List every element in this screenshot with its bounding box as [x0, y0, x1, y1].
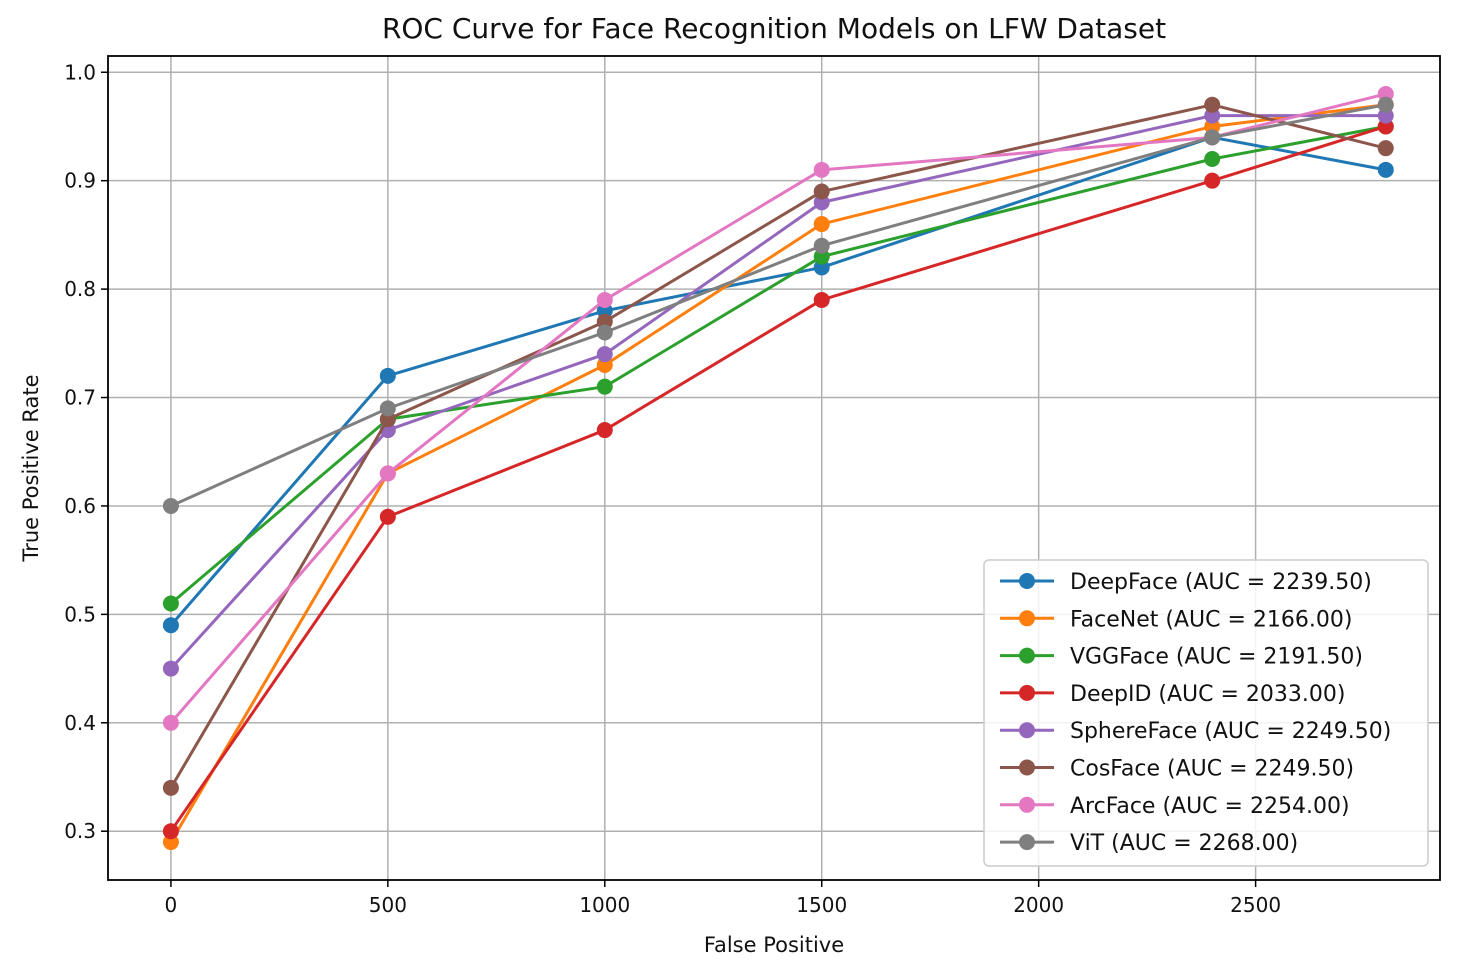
data-point [596, 422, 613, 439]
data-point [1377, 140, 1394, 157]
legend-marker [1019, 759, 1035, 776]
legend-label: FaceNet (AUC = 2166.00) [1070, 607, 1352, 632]
data-point [162, 595, 179, 612]
legend-label: ArcFace (AUC = 2254.00) [1070, 794, 1350, 819]
y-tick-label: 0.8 [64, 277, 96, 301]
series-line [169, 114, 1386, 670]
legend-label: DeepID (AUC = 2033.00) [1070, 682, 1345, 707]
x-tick-label: 1000 [579, 893, 630, 917]
legend-item: CosFace (AUC = 2249.50) [1000, 757, 1354, 782]
legend-item: SphereFace (AUC = 2249.50) [1000, 719, 1391, 744]
series-line [169, 135, 1387, 627]
legend-label: ViT (AUC = 2268.00) [1070, 831, 1298, 856]
data-point [379, 508, 396, 525]
data-point [162, 660, 179, 677]
data-point [596, 378, 613, 395]
x-axis-label: False Positive [704, 933, 844, 957]
data-point [379, 465, 396, 482]
legend-marker [1019, 796, 1035, 813]
series-vggface [162, 118, 1394, 612]
data-point [813, 161, 830, 178]
legend-marker [1019, 684, 1035, 701]
data-point [162, 497, 179, 514]
series-layer [162, 85, 1394, 851]
series-line [169, 125, 1387, 833]
legend-label: CosFace (AUC = 2249.50) [1070, 757, 1354, 782]
data-point [813, 183, 830, 200]
chart-title: ROC Curve for Face Recognition Models on… [382, 12, 1166, 45]
legend-frame [983, 559, 1429, 867]
legend: DeepFace (AUC = 2239.50) FaceNet (AUC = 2… [983, 559, 1429, 867]
series-vit [162, 96, 1394, 514]
y-axis-label: True Positive Rate [19, 374, 43, 562]
x-tick-label: 1500 [796, 893, 847, 917]
legend-label: DeepFace (AUC = 2239.50) [1070, 570, 1372, 595]
legend-label: SphereFace (AUC = 2249.50) [1070, 719, 1391, 744]
y-tick-label: 0.7 [64, 386, 96, 410]
legend-marker [1019, 647, 1035, 664]
y-tick-label: 1.0 [64, 60, 96, 84]
legend-item: VGGFace (AUC = 2191.50) [1000, 645, 1363, 670]
legend-label: VGGFace (AUC = 2191.50) [1070, 645, 1363, 670]
data-point [1377, 96, 1394, 113]
x-tick-label: 2000 [1013, 893, 1064, 917]
legend-item: FaceNet (AUC = 2166.00) [1000, 607, 1352, 632]
series-line [169, 103, 1387, 789]
x-tick-label: 2500 [1230, 893, 1281, 917]
data-point [162, 779, 179, 796]
axis-ticks: 0 500 1000 1500 2000 2500 0.3 0.4 0.5 0.6 0.7 0.8 0.… [64, 60, 1281, 917]
x-tick-label: 0 [165, 893, 178, 917]
legend-item: ViT (AUC = 2268.00) [1000, 831, 1298, 856]
y-tick-label: 0.9 [64, 169, 96, 193]
series-line [169, 124, 1387, 605]
data-point [596, 324, 613, 341]
legend-item: DeepID (AUC = 2033.00) [1000, 682, 1345, 707]
y-tick-label: 0.5 [64, 602, 96, 626]
data-point [379, 367, 396, 384]
data-point [813, 291, 830, 308]
data-point [1377, 161, 1394, 178]
data-point [379, 400, 396, 417]
data-point [596, 346, 613, 363]
data-point [162, 617, 179, 634]
legend-marker [1019, 573, 1035, 589]
data-point [162, 823, 179, 840]
legend-marker [1019, 834, 1035, 851]
x-tick-label: 500 [369, 893, 407, 917]
series-line [169, 103, 1386, 843]
data-point [1204, 96, 1221, 113]
data-point [813, 237, 830, 254]
data-point [813, 216, 830, 233]
plot-area-frame [107, 55, 1441, 881]
y-tick-label: 0.6 [64, 494, 96, 518]
legend-item: DeepFace (AUC = 2239.50) [1000, 570, 1372, 595]
series-line [169, 92, 1387, 724]
data-point [596, 291, 613, 308]
legend-item: ArcFace (AUC = 2254.00) [1000, 794, 1350, 819]
data-point [1204, 172, 1221, 189]
series-deepface [162, 129, 1394, 634]
data-point [162, 714, 179, 731]
y-tick-label: 0.3 [64, 819, 96, 843]
series-deepid [162, 118, 1394, 840]
data-point [1204, 129, 1221, 146]
legend-marker [1019, 610, 1035, 627]
y-tick-label: 0.4 [64, 711, 96, 735]
series-line [170, 103, 1387, 508]
data-point [1204, 151, 1221, 167]
legend-marker [1019, 722, 1035, 739]
